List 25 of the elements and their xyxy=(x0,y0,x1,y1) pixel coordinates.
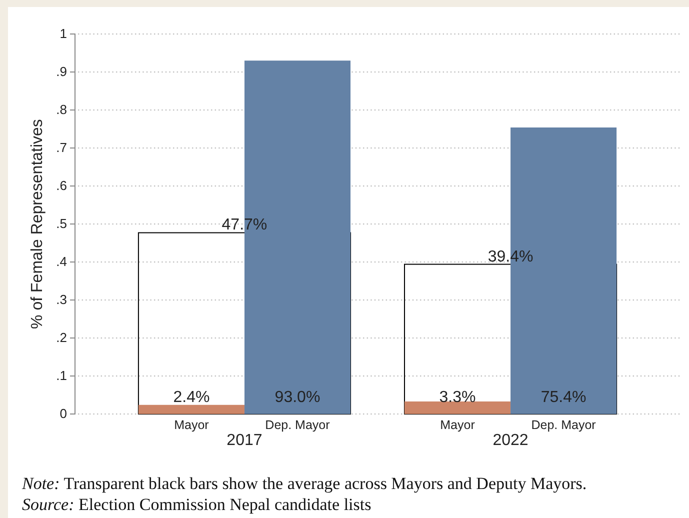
source-note: Source: Election Commission Nepal candidate lists xyxy=(22,495,372,514)
data-label: 75.4% xyxy=(540,389,586,406)
data-label: 2.4% xyxy=(173,389,210,406)
text: Dep. Mayor xyxy=(531,418,596,432)
series-label: Mayor xyxy=(174,418,209,432)
y-tick-label: .5 xyxy=(56,216,67,232)
y-tick-label: .7 xyxy=(56,140,67,156)
data-label: 93.0% xyxy=(274,389,320,406)
x-tick-label: 2017 xyxy=(226,432,262,449)
y-tick-label: .2 xyxy=(56,330,67,346)
y-tick-label: .9 xyxy=(56,64,67,80)
x-tick-label: 2022 xyxy=(492,432,528,449)
y-tick-label: .1 xyxy=(56,368,67,384)
bar xyxy=(404,401,511,414)
y-tick-label: 0 xyxy=(60,406,67,422)
bar xyxy=(138,404,244,414)
y-tick-label: .6 xyxy=(56,178,67,194)
y-tick-label: 1 xyxy=(60,26,67,42)
y-tick-label: .4 xyxy=(56,254,67,270)
text: Note: Transparent black bars show the average across Mayors and Deputy Mayors. xyxy=(21,474,587,493)
y-tick-label: .8 xyxy=(56,102,67,118)
y-tick-label: .3 xyxy=(56,292,67,308)
series-label: Dep. Mayor xyxy=(265,418,330,432)
text: Mayor xyxy=(440,418,475,432)
y-axis-title: % of Female Representatives xyxy=(29,119,46,329)
